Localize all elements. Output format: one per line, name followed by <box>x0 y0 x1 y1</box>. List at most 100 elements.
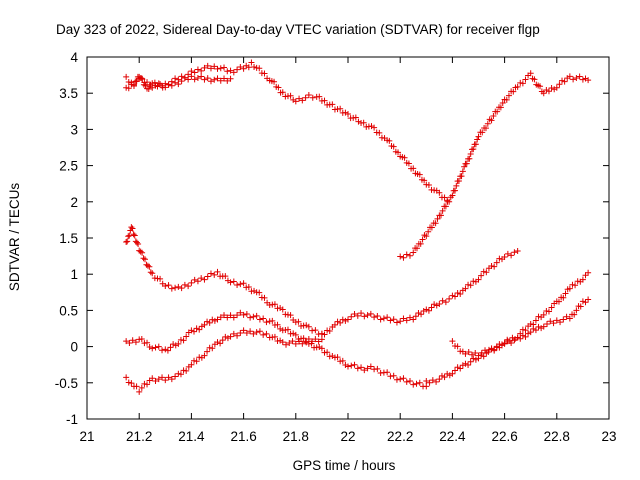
data-point <box>585 269 592 276</box>
data-point <box>454 364 461 371</box>
data-point <box>128 79 135 86</box>
y-tick-label: 3.5 <box>59 86 78 101</box>
data-point <box>522 327 529 334</box>
data-point <box>149 270 156 277</box>
series-track-high-descending <box>123 59 451 204</box>
data-point <box>183 367 190 374</box>
data-point <box>181 281 188 288</box>
data-point <box>514 83 521 90</box>
series-track-high-cluster <box>123 73 234 92</box>
data-point <box>437 212 444 219</box>
data-point <box>457 365 464 372</box>
data-point <box>164 347 171 354</box>
data-point <box>441 194 448 201</box>
data-point <box>178 78 185 85</box>
data-point <box>227 312 234 319</box>
data-point <box>573 74 580 81</box>
data-point <box>245 284 252 291</box>
data-point <box>358 364 365 371</box>
data-point <box>221 64 228 71</box>
data-point <box>188 327 195 334</box>
data-point <box>188 73 195 80</box>
data-point <box>152 344 159 351</box>
data-point <box>342 109 349 116</box>
data-point <box>345 316 351 323</box>
data-point <box>426 379 433 386</box>
data-point <box>540 90 547 97</box>
data-point <box>261 70 268 77</box>
data-point <box>522 333 529 340</box>
data-point <box>472 349 479 356</box>
data-point <box>491 263 498 270</box>
data-point <box>387 317 394 324</box>
data-point <box>386 137 393 144</box>
data-point <box>459 362 466 369</box>
data-point <box>530 325 537 332</box>
data-point <box>436 189 443 196</box>
data-point <box>334 318 341 325</box>
data-point <box>361 367 368 374</box>
data-point <box>221 75 228 82</box>
data-point <box>410 249 417 256</box>
data-point <box>535 313 542 320</box>
data-point <box>175 283 182 290</box>
data-point <box>531 76 538 83</box>
data-point <box>315 338 322 345</box>
data-point <box>374 313 381 320</box>
data-point <box>522 76 529 83</box>
data-point <box>155 80 162 87</box>
y-tick-label: -0.5 <box>55 376 78 391</box>
data-point <box>175 370 182 377</box>
data-point <box>400 254 407 261</box>
data-point <box>503 96 510 103</box>
data-point <box>496 341 503 348</box>
data-point <box>423 306 430 313</box>
data-point <box>352 114 359 121</box>
x-tick-label: 21 <box>79 429 94 444</box>
chart-title: Day 323 of 2022, Sidereal Day-to-day VTE… <box>56 22 540 37</box>
data-point <box>574 278 581 285</box>
data-point <box>390 372 397 379</box>
data-point <box>123 73 130 80</box>
data-point <box>214 268 221 275</box>
data-point <box>376 129 383 136</box>
data-point <box>337 105 344 112</box>
data-point <box>493 259 500 266</box>
data-point <box>290 96 297 103</box>
data-point <box>384 314 391 321</box>
data-point <box>219 337 226 344</box>
data-point <box>271 78 278 85</box>
data-point <box>358 310 365 317</box>
data-point <box>505 92 512 99</box>
data-point <box>137 74 144 81</box>
data-point <box>416 379 423 386</box>
data-point <box>367 310 374 317</box>
data-point <box>371 314 378 321</box>
data-point <box>371 124 378 131</box>
data-point <box>240 280 247 287</box>
data-point <box>390 143 397 150</box>
data-point <box>490 112 497 119</box>
data-point <box>196 354 203 361</box>
data-point <box>251 63 258 70</box>
data-point <box>132 339 139 346</box>
data-point <box>305 323 312 330</box>
data-point <box>302 338 309 345</box>
data-point <box>470 146 477 153</box>
data-point <box>133 78 140 85</box>
data-point <box>579 298 586 305</box>
data-point <box>421 177 428 184</box>
data-point <box>467 358 474 365</box>
data-point <box>432 220 439 227</box>
y-tick-label: 1.5 <box>59 231 78 246</box>
data-point <box>478 272 485 279</box>
data-point <box>429 377 436 384</box>
data-point <box>256 65 263 72</box>
data-point <box>393 376 400 383</box>
data-point <box>368 123 375 130</box>
data-point <box>354 312 361 319</box>
data-point <box>253 312 260 319</box>
data-point <box>198 323 205 330</box>
data-point <box>138 336 145 343</box>
data-point <box>465 362 472 369</box>
